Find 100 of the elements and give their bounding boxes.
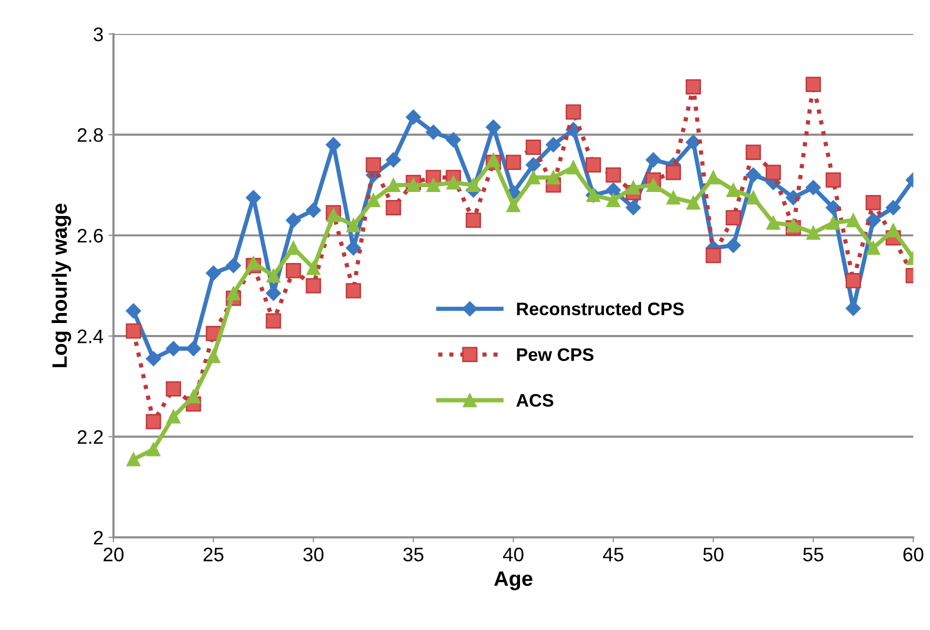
point xyxy=(686,196,700,210)
point xyxy=(266,268,280,283)
x-tick-label: 30 xyxy=(303,548,324,562)
x-tick-label: 60 xyxy=(903,548,924,562)
point xyxy=(626,180,640,194)
x-axis-title: Age xyxy=(494,571,532,590)
point xyxy=(406,110,421,125)
point xyxy=(506,198,520,212)
point xyxy=(226,286,240,300)
point xyxy=(546,170,560,184)
y-tick-label: 2.8 xyxy=(78,128,103,142)
point xyxy=(326,208,340,222)
point xyxy=(766,216,780,230)
point xyxy=(606,167,621,183)
point xyxy=(746,190,760,205)
x-tick-label: 45 xyxy=(602,548,624,562)
y-tick-label: 2.2 xyxy=(78,430,103,444)
point xyxy=(286,241,300,255)
point xyxy=(446,132,461,148)
point xyxy=(686,134,701,150)
point xyxy=(586,157,601,173)
point xyxy=(286,262,302,278)
point xyxy=(566,104,581,120)
y-tick-label: 3 xyxy=(94,27,103,42)
point xyxy=(366,193,380,208)
point xyxy=(486,152,500,167)
y-axis-title: Log hourly wage xyxy=(52,204,72,368)
point xyxy=(846,273,861,288)
x-tick-label: 35 xyxy=(403,548,424,562)
point xyxy=(186,390,200,404)
point xyxy=(766,164,781,180)
point xyxy=(126,452,140,466)
point xyxy=(626,200,641,216)
point xyxy=(726,210,741,226)
point xyxy=(606,182,621,198)
point xyxy=(206,349,220,364)
x-tick-label: 55 xyxy=(803,548,824,562)
point xyxy=(806,180,821,196)
point xyxy=(166,381,182,397)
point xyxy=(126,323,142,339)
point xyxy=(146,442,160,456)
point xyxy=(846,213,860,228)
point xyxy=(866,212,881,228)
point xyxy=(526,170,540,184)
point xyxy=(726,238,741,254)
point xyxy=(166,341,182,356)
point xyxy=(166,410,180,424)
point xyxy=(146,351,162,366)
legend-label: Reconstructed CPS xyxy=(517,302,684,316)
point xyxy=(806,226,820,240)
point xyxy=(706,170,720,184)
x-tick-label: 50 xyxy=(703,548,724,562)
point xyxy=(406,178,420,192)
point xyxy=(886,200,901,216)
point xyxy=(526,140,541,155)
point xyxy=(566,160,580,174)
point xyxy=(706,248,721,264)
point xyxy=(726,183,740,198)
point xyxy=(306,202,321,218)
x-tick-label: 25 xyxy=(204,548,224,562)
point xyxy=(506,154,521,170)
point xyxy=(826,216,840,230)
point xyxy=(186,341,202,356)
point xyxy=(686,79,701,95)
point xyxy=(426,178,440,192)
point xyxy=(446,176,460,190)
point xyxy=(666,190,680,205)
point xyxy=(646,178,660,192)
point xyxy=(286,212,301,228)
point xyxy=(826,172,841,188)
point xyxy=(466,178,480,192)
point xyxy=(306,261,320,276)
point xyxy=(346,218,360,232)
y-tick-label: 2 xyxy=(94,530,103,544)
point xyxy=(806,76,821,92)
point xyxy=(386,200,402,216)
point xyxy=(746,144,761,160)
point xyxy=(526,157,541,172)
point xyxy=(486,120,501,135)
point xyxy=(266,313,282,329)
legend-label: ACS xyxy=(516,394,554,407)
point xyxy=(206,266,222,281)
point xyxy=(646,152,661,168)
point xyxy=(386,178,400,192)
point xyxy=(246,256,260,270)
x-tick-label: 20 xyxy=(104,548,124,562)
point xyxy=(226,258,241,274)
x-tick-label: 40 xyxy=(502,548,524,562)
point xyxy=(146,414,162,430)
point xyxy=(346,283,362,298)
point xyxy=(826,200,841,216)
point xyxy=(366,157,382,173)
point xyxy=(546,137,561,152)
point xyxy=(666,164,681,180)
y-tick-label: 2.6 xyxy=(78,228,103,243)
point xyxy=(306,278,322,294)
point xyxy=(866,241,880,255)
legend-label: Pew CPS xyxy=(517,348,594,362)
point xyxy=(746,167,761,183)
point xyxy=(866,195,881,210)
